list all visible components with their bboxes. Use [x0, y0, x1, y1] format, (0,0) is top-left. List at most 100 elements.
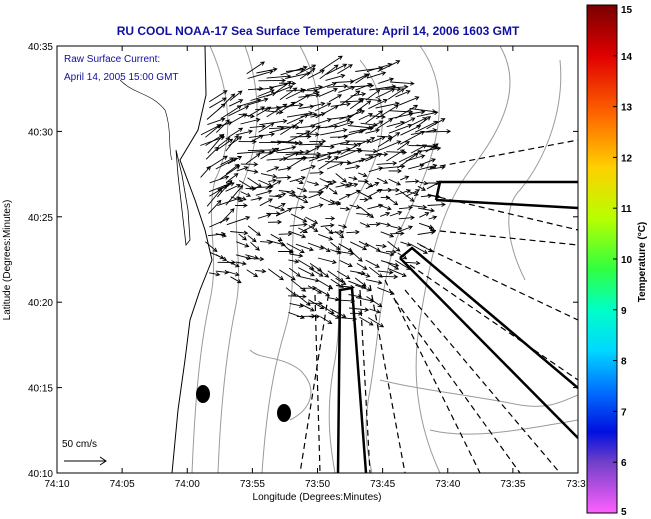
current-vector	[398, 205, 414, 211]
colorbar-tick-label: 5	[621, 507, 627, 518]
current-vector	[274, 80, 292, 94]
current-vector	[319, 55, 343, 72]
current-vector	[287, 94, 311, 108]
current-vector	[290, 213, 308, 223]
current-vector	[356, 263, 368, 270]
current-vector	[250, 241, 260, 251]
current-vector	[395, 90, 411, 98]
current-vector	[346, 229, 360, 235]
x-axis-ticks: 74:10 74:05 74:00 73:55 73:50 73:45 73:40 73:35…	[44, 46, 586, 490]
barrier-island	[175, 149, 191, 247]
current-vector	[275, 208, 293, 217]
current-vector	[354, 277, 367, 287]
current-vector	[408, 163, 425, 170]
current-vector	[369, 135, 386, 144]
current-vector	[235, 203, 248, 208]
y-tick-label: 40:35	[28, 42, 53, 53]
current-vector	[299, 276, 320, 283]
current-vector	[348, 307, 370, 313]
current-vector	[349, 204, 361, 210]
current-vector	[336, 270, 351, 280]
current-vector	[395, 260, 411, 270]
current-vector	[377, 250, 395, 257]
current-vector	[419, 212, 430, 218]
current-vector	[274, 192, 287, 197]
current-vector	[369, 114, 386, 120]
current-vector	[266, 211, 281, 216]
current-vector	[236, 241, 250, 248]
current-vector	[209, 271, 221, 277]
current-vector	[286, 243, 305, 254]
current-vector	[427, 165, 446, 170]
current-vector	[365, 152, 383, 162]
current-vector	[337, 120, 355, 128]
current-vector	[205, 123, 222, 138]
current-vector	[236, 166, 249, 172]
current-vector	[250, 196, 263, 201]
current-vector	[335, 277, 347, 285]
current-vector	[247, 106, 265, 117]
current-vector	[376, 104, 399, 120]
current-vector	[367, 188, 383, 198]
current-vector	[257, 213, 272, 219]
current-vector	[369, 221, 381, 227]
current-vector	[247, 225, 261, 236]
current-vector	[326, 83, 349, 89]
current-vector	[318, 280, 334, 290]
current-vector	[398, 150, 423, 163]
current-vector	[279, 151, 300, 162]
current-vector	[334, 231, 345, 239]
current-vector	[359, 206, 374, 219]
current-vector	[320, 223, 335, 228]
current-vector	[215, 119, 230, 133]
current-vector	[227, 127, 244, 138]
current-vector	[277, 140, 304, 146]
current-vector	[228, 105, 250, 117]
current-vector	[206, 188, 223, 207]
current-vector	[385, 132, 401, 143]
current-vector	[385, 195, 399, 206]
current-vector	[250, 134, 264, 143]
current-vector	[307, 301, 323, 306]
current-vector	[225, 183, 241, 192]
current-vector	[315, 105, 339, 119]
current-vector	[246, 61, 265, 75]
current-vector	[288, 294, 307, 299]
current-vector	[238, 180, 255, 190]
current-vector	[235, 261, 247, 266]
current-vector	[405, 179, 420, 184]
current-vector	[285, 71, 312, 79]
current-vector	[409, 243, 428, 254]
current-vector	[277, 124, 300, 130]
current-vector	[358, 120, 384, 134]
colorbar-tick-label: 13	[621, 103, 633, 114]
current-vector	[376, 177, 389, 184]
current-vector	[288, 230, 307, 239]
current-vector	[286, 111, 314, 118]
current-vector	[288, 267, 301, 277]
current-vector	[389, 231, 405, 236]
current-vector	[366, 279, 383, 285]
current-vector	[308, 192, 323, 199]
current-vector	[309, 314, 321, 319]
current-vector	[376, 160, 398, 166]
x-tick-label: 74:05	[110, 479, 135, 490]
colorbar-tick-label: 8	[621, 357, 627, 368]
current-vector	[338, 224, 348, 229]
current-vector	[286, 67, 305, 73]
current-vector	[335, 181, 354, 188]
current-vector	[240, 162, 259, 167]
current-vector	[419, 158, 436, 166]
current-vector	[375, 88, 396, 99]
current-vector	[246, 269, 259, 278]
current-vector	[279, 87, 298, 101]
current-vector	[359, 222, 371, 228]
current-vector	[337, 64, 353, 74]
current-vector	[318, 87, 338, 98]
current-vector	[238, 113, 255, 119]
colorbar	[586, 4, 618, 514]
current-vector	[349, 108, 363, 119]
current-vector	[416, 242, 434, 253]
y-tick-label: 40:30	[28, 127, 53, 138]
current-vector	[278, 231, 293, 237]
